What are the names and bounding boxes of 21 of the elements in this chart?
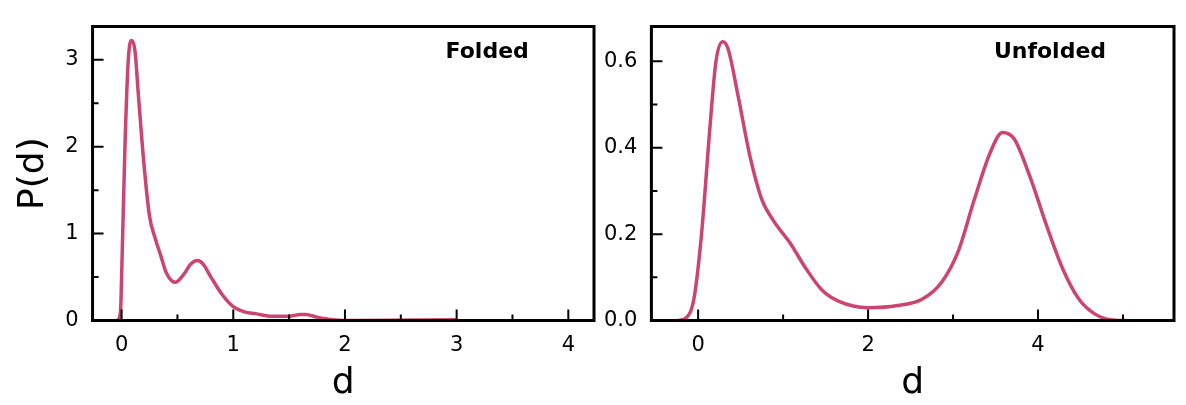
y-tick-label: 1 [65, 220, 79, 245]
annotation: Unfolded [993, 38, 1107, 64]
x-tick-label: 1 [226, 331, 240, 356]
x-tick-label: 3 [449, 331, 464, 356]
y-tick-label: 0 [65, 307, 79, 332]
x-tick-label: 0 [691, 331, 705, 356]
x-axis-title: d [331, 359, 355, 401]
y-tick-label: 0.2 [603, 220, 638, 245]
x-tick-label: 2 [338, 331, 352, 356]
y-axis-title: P(d) [9, 137, 51, 210]
x-axis-title: d [901, 359, 925, 401]
y-tick-label: 3 [65, 46, 79, 71]
x-tick-label: 2 [861, 331, 875, 356]
text: 0.0 [603, 307, 638, 332]
y-tick-label: 0.6 [603, 47, 638, 72]
x-tick-label: 4 [561, 331, 575, 356]
x-tick-label: 4 [1031, 331, 1045, 356]
x-tick-label: 0 [114, 331, 129, 356]
y-tick-label: 0.4 [603, 134, 638, 159]
y-tick-label: 2 [65, 133, 79, 158]
annotation: Folded [445, 38, 529, 64]
